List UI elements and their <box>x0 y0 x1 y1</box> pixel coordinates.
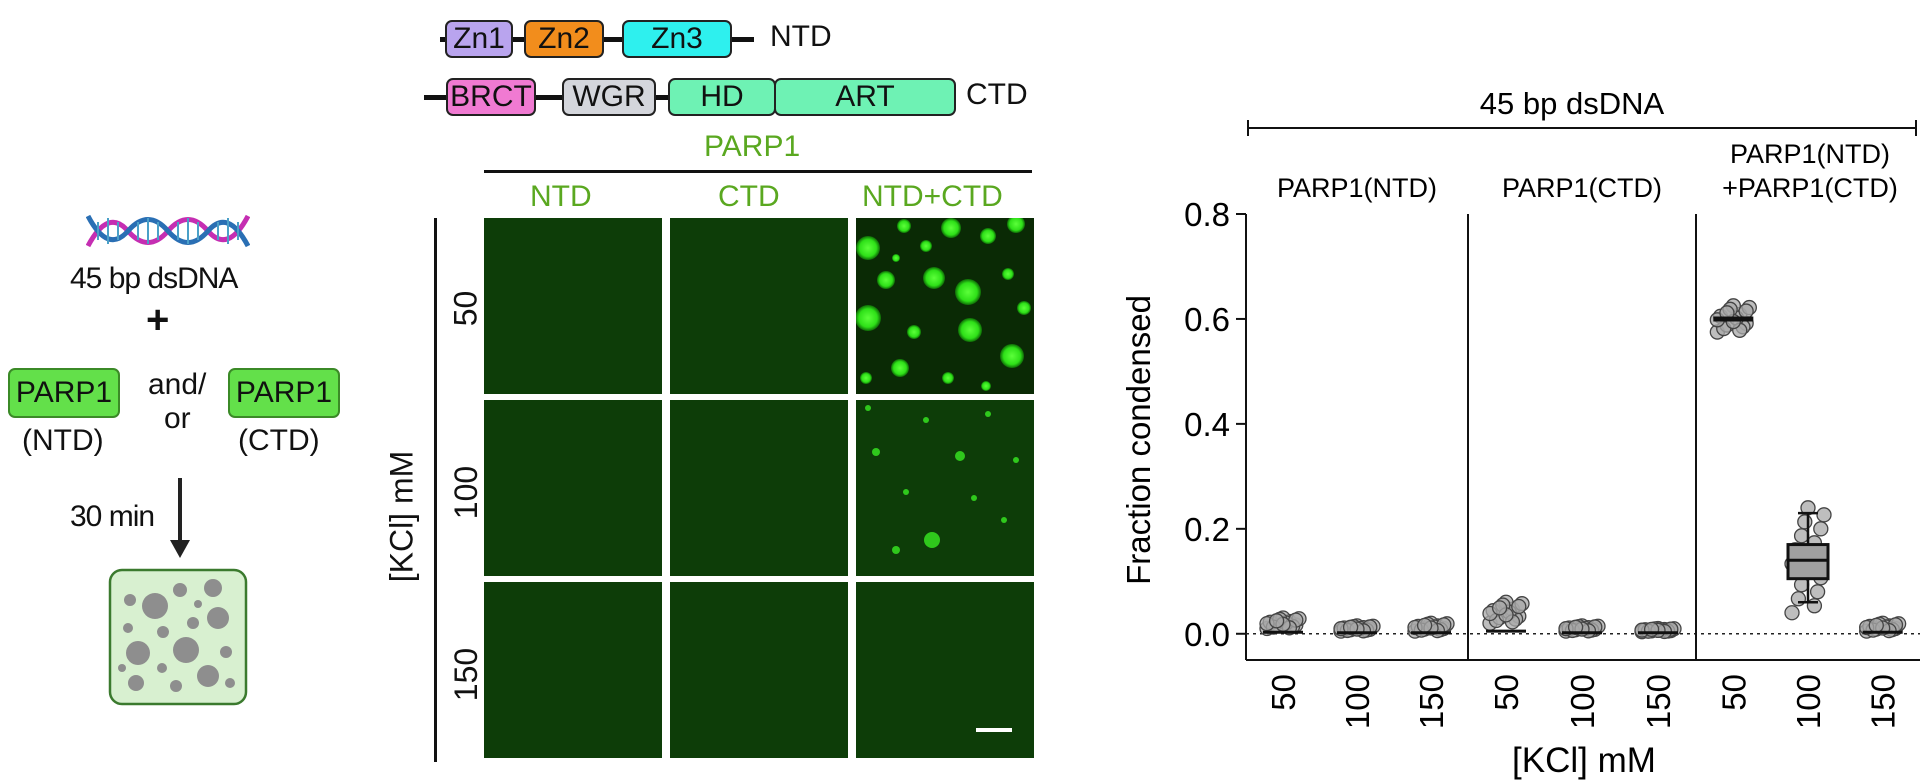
col-label-ctd: CTD <box>718 180 780 213</box>
data-point <box>1738 303 1754 319</box>
data-point <box>1790 591 1807 607</box>
condensates-well-icon <box>108 568 248 706</box>
col-label-ntd: NTD <box>530 180 592 213</box>
domain-hd: HD <box>668 78 776 116</box>
domain-zn1-label: Zn1 <box>453 22 505 55</box>
y-tick-label: 0.0 <box>1184 616 1230 653</box>
x-tick-label: 50 <box>1715 674 1752 711</box>
condensate-droplets-small <box>865 405 1019 554</box>
row-label-50: 50 <box>447 290 484 327</box>
dna-helix-icon <box>86 214 250 248</box>
image-ntd-150 <box>484 582 662 758</box>
parp1-ctd-label: PARP1 <box>235 376 333 409</box>
y-axis-label: Fraction condensed <box>1120 295 1157 585</box>
row-axis-label: [KCl] mM <box>383 450 420 583</box>
domain-zn3: Zn3 <box>622 20 732 58</box>
x-tick-label: 150 <box>1413 674 1450 729</box>
plus-sign: + <box>146 298 170 342</box>
domain-zn3-label: Zn3 <box>651 22 703 55</box>
image-ctd-150 <box>670 582 848 758</box>
row-label-100: 100 <box>448 465 485 520</box>
micrograph-title: PARP1 <box>704 130 801 163</box>
data-point <box>1511 598 1527 615</box>
data-point <box>1806 598 1823 614</box>
data-point <box>1643 621 1660 638</box>
parp1-ctd-sublabel: (CTD) <box>238 424 320 457</box>
panel-label: PARP1(NTD) <box>1277 173 1437 203</box>
data-point <box>1491 600 1508 616</box>
parp1-ctd-box: PARP1 <box>228 368 340 418</box>
domain-zn2-label: Zn2 <box>538 22 590 55</box>
row-label-150: 150 <box>448 647 485 702</box>
ntd-label: NTD <box>770 20 832 53</box>
x-tick-label: 150 <box>1640 674 1677 729</box>
and-or-label-1: and/ <box>148 368 207 401</box>
data-point <box>1797 514 1813 530</box>
domain-wgr-label: WGR <box>572 80 646 113</box>
data-point <box>1342 619 1359 635</box>
image-ntd-ctd-100 <box>856 400 1034 576</box>
image-ntd-ctd-50 <box>856 218 1034 394</box>
data-point <box>1813 521 1829 537</box>
x-axis-label: [KCl] mM <box>1512 741 1656 780</box>
data-point <box>1809 584 1826 600</box>
image-ntd-50 <box>484 218 662 394</box>
parp1-ntd-sublabel: (NTD) <box>22 424 104 457</box>
domain-art-label: ART <box>835 80 895 113</box>
condensate-droplets <box>856 218 1031 391</box>
domain-zn2: Zn2 <box>524 20 604 58</box>
panel-label-line2: +PARP1(CTD) <box>1722 173 1898 203</box>
domain-wgr: WGR <box>562 78 656 116</box>
image-ntd-100 <box>484 400 662 576</box>
dna-label: 45 bp dsDNA <box>70 262 238 295</box>
domain-zn1: Zn1 <box>445 20 513 58</box>
parp1-ntd-label: PARP1 <box>15 376 113 409</box>
data-point <box>1816 507 1832 523</box>
y-tick-label: 0.6 <box>1184 301 1230 338</box>
and-or-label-2: or <box>164 402 191 435</box>
domain-brct-label: BRCT <box>450 80 532 113</box>
x-tick-label: 50 <box>1488 674 1525 711</box>
ctd-label: CTD <box>966 78 1028 111</box>
title-rule <box>484 170 1032 173</box>
image-ctd-50 <box>670 218 848 394</box>
fraction-condensed-chart: 45 bp dsDNA 0.0 0.2 0.4 0.6 0.8 Fraction conde… <box>1120 86 1920 780</box>
row-axis-line <box>434 218 437 762</box>
data-point <box>1868 617 1884 634</box>
x-tick-label: 100 <box>1790 674 1827 729</box>
chart-title: 45 bp dsDNA <box>1480 86 1665 121</box>
y-tick-label: 0.4 <box>1184 406 1230 443</box>
y-tick-label: 0.8 <box>1184 196 1230 233</box>
scale-bar <box>976 728 1012 732</box>
col-label-ntd-ctd: NTD+CTD <box>862 180 1003 213</box>
panel-label-line1: PARP1(NTD) <box>1730 139 1890 169</box>
domain-art: ART <box>774 78 956 116</box>
y-tick-label: 0.2 <box>1184 511 1230 548</box>
x-tick-label: 50 <box>1265 674 1302 711</box>
domain-brct: BRCT <box>446 78 536 116</box>
data-point <box>1268 613 1285 629</box>
x-tick-label: 100 <box>1564 674 1601 729</box>
data-point <box>1567 619 1584 635</box>
incubation-time: 30 min <box>70 500 155 533</box>
x-tick-label: 100 <box>1339 674 1376 729</box>
data-point <box>1416 617 1433 634</box>
x-tick-label: 150 <box>1865 674 1902 729</box>
parp1-ntd-box: PARP1 <box>8 368 120 418</box>
image-ntd-ctd-150 <box>856 582 1034 758</box>
panel-label: PARP1(CTD) <box>1502 173 1662 203</box>
data-point <box>1784 605 1800 621</box>
arrow-down-icon <box>170 478 190 558</box>
image-ctd-100 <box>670 400 848 576</box>
domain-hd-label: HD <box>700 80 744 113</box>
data-point <box>1793 528 1810 544</box>
